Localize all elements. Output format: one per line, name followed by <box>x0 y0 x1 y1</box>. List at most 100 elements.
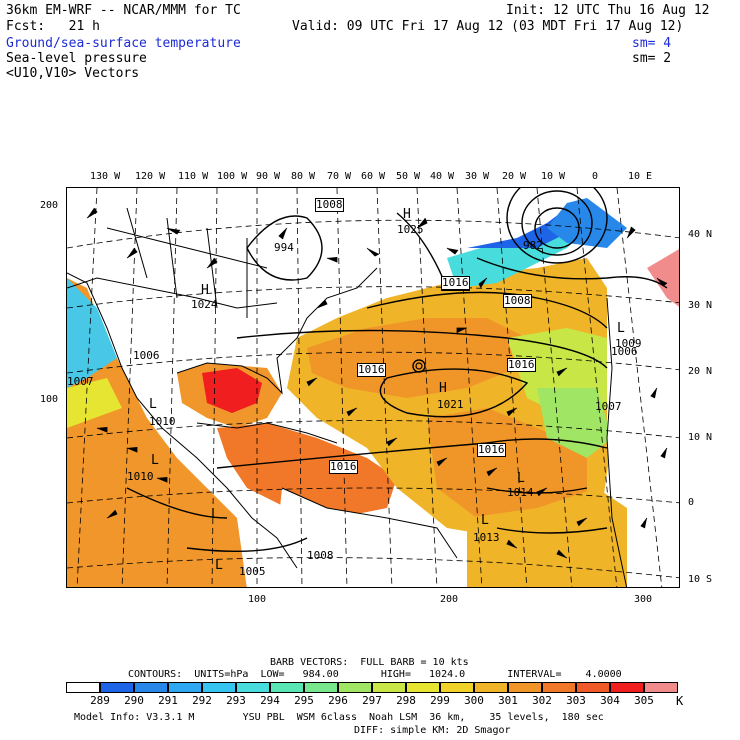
colorbar-label: 301 <box>498 694 518 707</box>
colorbar-label: 302 <box>532 694 552 707</box>
colorbar-label: 305 <box>634 694 654 707</box>
isobar-label: 994 <box>274 241 294 254</box>
barb-info: BARB VECTORS: FULL BARB = 10 kts <box>270 657 469 668</box>
colorbar-label: 297 <box>362 694 382 707</box>
model-info-diff: DIFF: simple KM: 2D Smagor <box>354 725 511 736</box>
low-center-label: L <box>151 453 159 468</box>
lon-label: 90 W <box>256 171 281 182</box>
colorbar-swatch <box>338 682 372 693</box>
colorbar-swatch <box>168 682 202 693</box>
isobar-label: 1014 <box>507 486 534 499</box>
lon-label: 110 W <box>178 171 209 182</box>
colorbar-label: 298 <box>396 694 416 707</box>
isobar-label: 1008 <box>315 198 344 212</box>
model-title: 36km EM-WRF -- NCAR/MMM for TC <box>6 3 241 18</box>
colorbar-label: 293 <box>226 694 246 707</box>
colorbar-swatch <box>202 682 236 693</box>
low-center-label: L <box>149 397 157 412</box>
lat-label: 40 N <box>688 229 713 240</box>
low-center-label: L <box>211 507 219 522</box>
lon-label: 70 W <box>327 171 352 182</box>
colorbar-label: 294 <box>260 694 280 707</box>
colorbar-swatch <box>270 682 304 693</box>
isobar-label: 1016 <box>329 460 358 474</box>
isobar-label: 1005 <box>239 565 266 578</box>
colorbar-swatch <box>644 682 678 693</box>
lon-label: 40 W <box>430 171 455 182</box>
isobar-label: 1008 <box>307 549 334 562</box>
colorbar-swatch <box>508 682 542 693</box>
lon-label: 100 W <box>217 171 248 182</box>
isobar-label: 1016 <box>507 358 536 372</box>
model-info: Model Info: V3.3.1 M YSU PBL WSM 6class … <box>74 712 604 723</box>
isobar-label: 1007 <box>595 400 622 413</box>
colorbar-swatch <box>304 682 338 693</box>
lat-label: 20 N <box>688 366 713 377</box>
lon-label: 10 W <box>541 171 566 182</box>
colorbar-swatch <box>474 682 508 693</box>
isobar-label: 1006 <box>611 345 638 358</box>
lon-label: 20 W <box>502 171 527 182</box>
grid-x-label: 300 <box>634 594 653 605</box>
colorbar-swatch <box>134 682 168 693</box>
colorbar-swatch <box>610 682 644 693</box>
colorbar-swatch <box>372 682 406 693</box>
isobar-label: 1009 <box>615 337 642 350</box>
map-canvas <box>67 188 679 587</box>
field-sm-sst: sm= 4 <box>632 36 672 51</box>
high-center-label: H <box>403 207 411 222</box>
high-center-label: H <box>201 283 209 298</box>
init-time: Init: 12 UTC Thu 16 Aug 12 <box>506 3 710 18</box>
colorbar-label: 304 <box>600 694 620 707</box>
low-center-label: L <box>481 513 489 528</box>
weather-map: 1008 1025 1006 1016 1016 1008 1016 1016 … <box>66 187 680 588</box>
isobar-label: 1007 <box>67 375 94 388</box>
colorbar-label: 299 <box>430 694 450 707</box>
lat-label: 10 N <box>688 432 713 443</box>
lon-label: 120 W <box>135 171 166 182</box>
isobar-label: 1024 <box>191 298 218 311</box>
colorbar-unit: K <box>676 694 684 708</box>
grid-x-label: 100 <box>248 594 267 605</box>
low-center-label: L <box>215 558 223 573</box>
colorbar-label: 300 <box>464 694 484 707</box>
high-center-label: H <box>439 381 447 396</box>
colorbar-label: 292 <box>192 694 212 707</box>
lon-label: 60 W <box>361 171 386 182</box>
isobar-label: 1016 <box>477 443 506 457</box>
lon-label: 0 <box>592 171 599 182</box>
colorbar-swatch <box>542 682 576 693</box>
field-label-slp: Sea-level pressure <box>6 51 147 66</box>
isobar-label: 1016 <box>441 276 470 290</box>
isobar-label: 1021 <box>437 398 464 411</box>
lon-label: 30 W <box>465 171 490 182</box>
low-center-label: L <box>617 321 625 336</box>
colorbar-label: 290 <box>124 694 144 707</box>
lat-label: 30 N <box>688 300 713 311</box>
isobar-label: 1010 <box>127 470 154 483</box>
field-label-sst: Ground/sea-surface temperature <box>6 36 241 51</box>
field-label-vectors: <U10,V10> Vectors <box>6 66 140 81</box>
lat-label: 10 S <box>688 574 713 585</box>
colorbar-swatch <box>66 682 100 693</box>
colorbar-label: 303 <box>566 694 586 707</box>
grid-y-label: 200 <box>40 200 59 211</box>
field-sm-slp: sm= 2 <box>632 51 672 66</box>
isobar-label: 1013 <box>473 531 500 544</box>
colorbar-swatch <box>406 682 440 693</box>
low-center-label: L <box>517 471 525 486</box>
lon-label: 80 W <box>291 171 316 182</box>
valid-time: Valid: 09 UTC Fri 17 Aug 12 (03 MDT Fri … <box>292 19 684 34</box>
lon-label: 50 W <box>396 171 421 182</box>
lat-label: 0 <box>688 497 695 508</box>
colorbar-label: 289 <box>90 694 110 707</box>
colorbar-swatch <box>100 682 134 693</box>
isobar-label: 982 <box>523 239 543 252</box>
lon-label: 10 E <box>628 171 653 182</box>
colorbar-swatch <box>576 682 610 693</box>
isobar-labels: 1008 1025 1006 1016 1016 1008 1016 1016 … <box>67 188 679 587</box>
isobar-label: 1025 <box>397 223 424 236</box>
isobar-label: 1008 <box>503 294 532 308</box>
contour-info: CONTOURS: UNITS=hPa LOW= 984.00 HIGH= 10… <box>128 669 622 680</box>
lon-label: 130 W <box>90 171 121 182</box>
